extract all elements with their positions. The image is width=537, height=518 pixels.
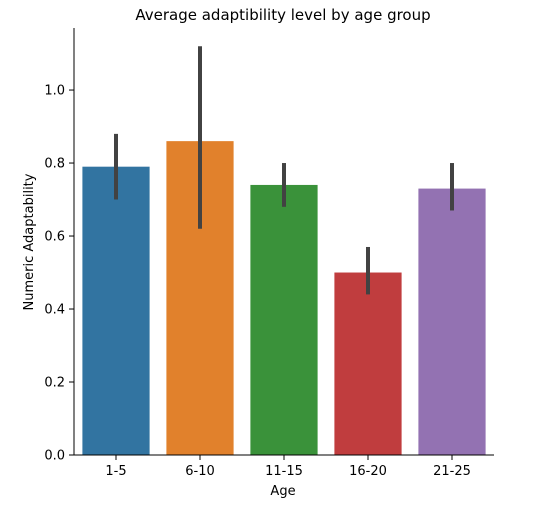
y-tick-label-0.0: 0.0 (44, 449, 65, 464)
y-tick-label-1.0: 1.0 (44, 84, 65, 99)
y-tick-label-0.2: 0.2 (44, 376, 65, 391)
x-tick-label-11-15: 11-15 (265, 464, 303, 479)
y-tick-label-0.8: 0.8 (44, 157, 65, 172)
x-tick-label-21-25: 21-25 (433, 464, 471, 479)
x-tick-label-16-20: 16-20 (349, 464, 387, 479)
y-axis: 0.0 0.2 0.4 0.6 0.8 1.0 (44, 84, 74, 464)
bar-16-20 (334, 272, 402, 455)
bar-1-5 (82, 166, 150, 455)
chart-title: Average adaptibility level by age group (135, 6, 430, 24)
x-axis: 1-5 6-10 11-15 16-20 21-25 (105, 455, 471, 479)
y-axis-label: Numeric Adaptability (22, 173, 37, 310)
x-tick-label-6-10: 6-10 (185, 464, 215, 479)
x-axis-label: Age (270, 484, 295, 499)
x-tick-label-1-5: 1-5 (105, 464, 126, 479)
y-tick-label-0.6: 0.6 (44, 230, 65, 245)
y-tick-label-0.4: 0.4 (44, 303, 65, 318)
bar-21-25 (418, 188, 486, 456)
bars-group (82, 141, 486, 456)
bar-11-15 (250, 184, 318, 455)
errorbars-group (114, 46, 454, 295)
